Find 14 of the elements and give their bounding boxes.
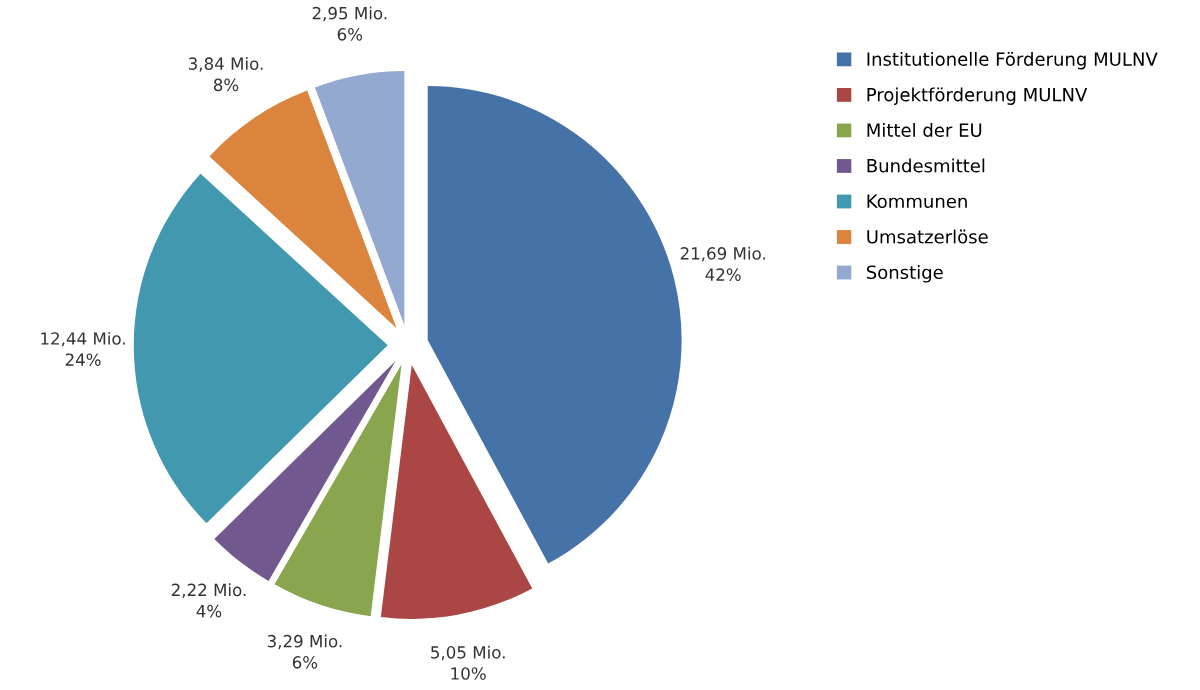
data-label: 2,95 Mio. 6% [312,6,387,41]
legend-label: Bundesmittel [867,158,985,173]
legend-label: Institutionelle Förderung MULNV [867,51,1158,70]
data-label: 21,69 Mio. 42% [680,246,765,281]
data-label: 2,22 Mio. 4% [171,583,246,618]
data-label: 12,44 Mio. 24% [41,331,125,366]
data-label: 3,84 Mio. 8% [188,57,263,92]
data-label: 5,05 Mio. 10% [431,645,505,680]
legend-label: Mittel der EU [867,122,982,137]
data-label: 3,29 Mio. 6% [267,634,342,669]
legend-label: Kommunen [867,194,967,209]
legend-label: Sonstige [866,265,943,283]
legend-label: Projektförderung MULNV [867,87,1088,105]
legend-label: Umsatzerlöse [867,229,988,244]
